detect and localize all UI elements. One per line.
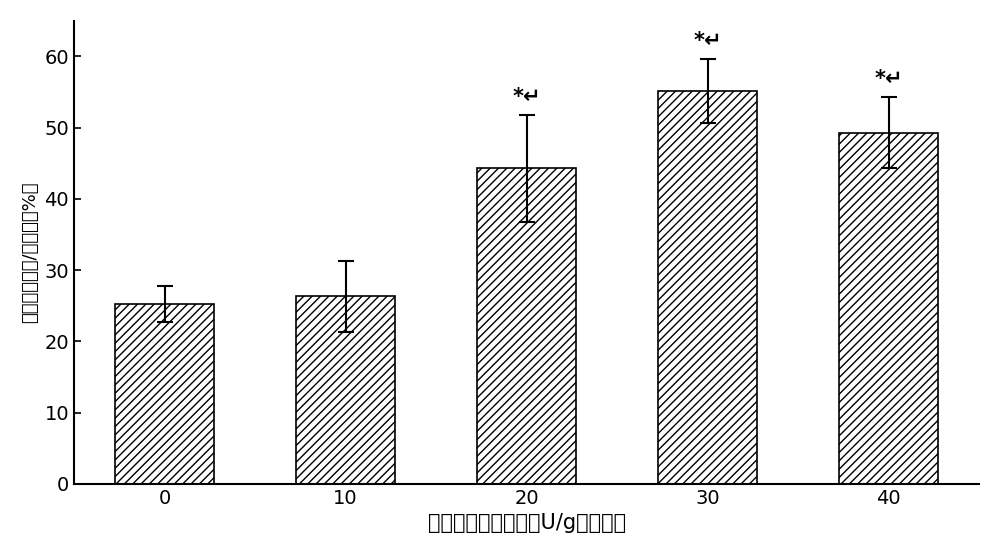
Bar [839, 132, 938, 484]
Bar [658, 91, 757, 484]
Bar [296, 296, 395, 484]
Text: *↵: *↵ [512, 86, 541, 106]
X-axis label: 转谷氨酰胺酶含量（U/g蛋白质）: 转谷氨酰胺酶含量（U/g蛋白质） [428, 513, 626, 533]
Y-axis label: 微胶囊化效率/存活率（%）: 微胶囊化效率/存活率（%） [21, 182, 39, 323]
Text: *↵: *↵ [693, 30, 722, 50]
Bar [477, 168, 576, 484]
Bar [115, 304, 214, 484]
Text: *↵: *↵ [874, 69, 903, 89]
